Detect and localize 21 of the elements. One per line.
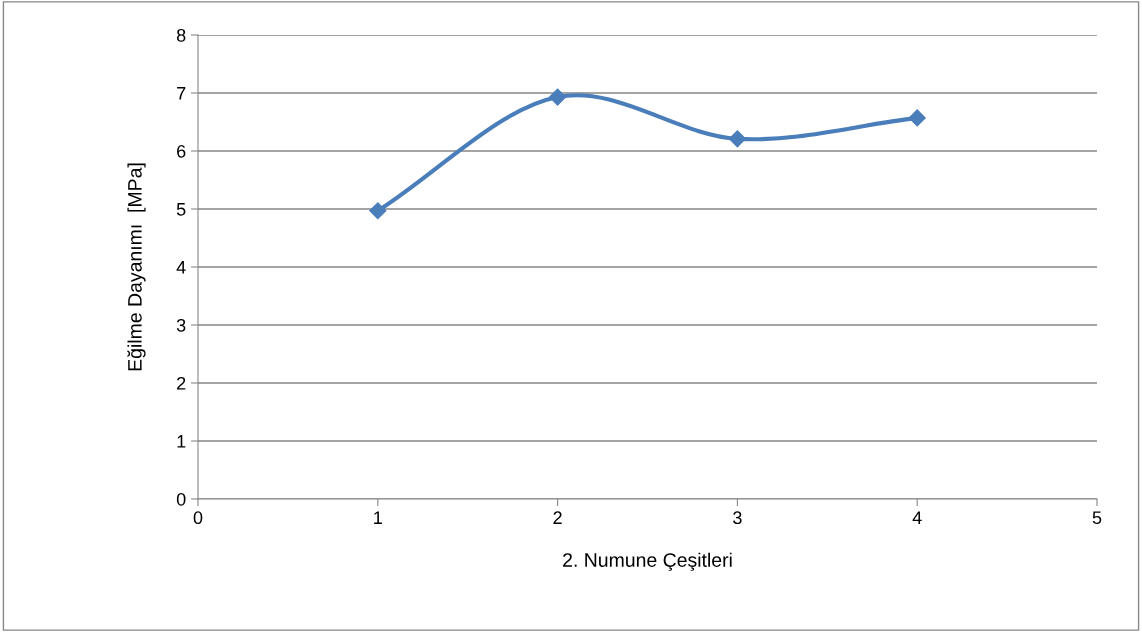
y-tick-label: 6 xyxy=(177,144,186,158)
point xyxy=(908,109,926,127)
y-tick-label: 3 xyxy=(176,318,186,332)
y-tick-label: 7 xyxy=(177,87,186,100)
x-tick-label: 0 xyxy=(193,511,203,525)
x-axis-title: 2. Numune Çeşitleri xyxy=(563,552,732,571)
x-tick-label: 2 xyxy=(553,511,562,524)
y-tick-label: 2 xyxy=(177,376,186,390)
y-axis-title: Eğilme Dayanımı [MPa] xyxy=(127,163,146,371)
y-tick-label: 0 xyxy=(176,492,186,506)
x-tick-label: 5 xyxy=(1092,511,1102,525)
x-tick-label: 4 xyxy=(912,511,922,524)
y-tick-label: 8 xyxy=(176,28,186,42)
point xyxy=(549,88,567,106)
x-tick-label: 1 xyxy=(374,511,382,524)
y-tick-label: 4 xyxy=(176,261,186,274)
y-tick-label: 1 xyxy=(177,435,186,448)
point xyxy=(728,130,746,148)
x-tick-label: 3 xyxy=(733,511,742,525)
y-tick-label: 5 xyxy=(176,203,186,216)
point xyxy=(369,202,387,220)
